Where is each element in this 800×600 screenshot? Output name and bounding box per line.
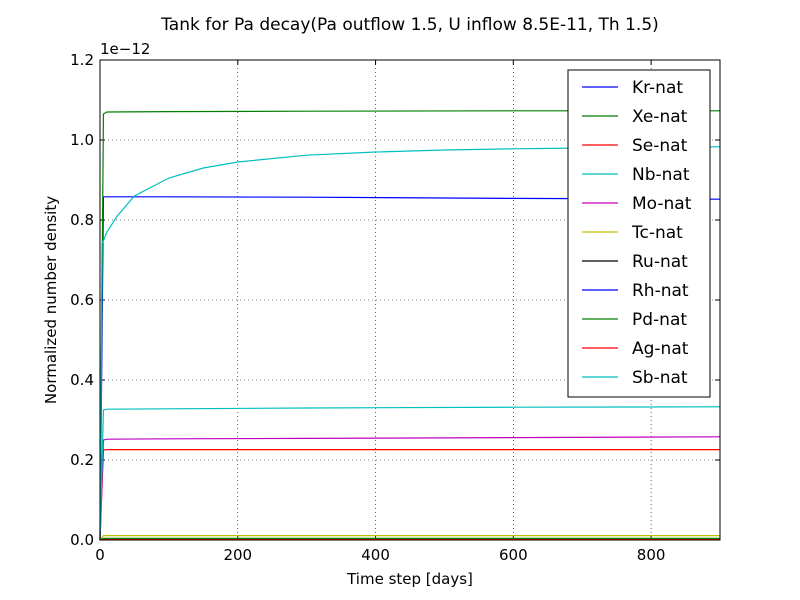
y-tick-label: 0.0 xyxy=(70,531,94,549)
legend-label: Pd-nat xyxy=(632,310,687,330)
legend-label: Ru-nat xyxy=(632,252,688,272)
y-tick-label: 1.2 xyxy=(70,51,94,69)
x-axis-label: Time step [days] xyxy=(346,570,473,588)
series-line-se-nat xyxy=(99,449,720,541)
series-line-mo-nat xyxy=(99,436,721,541)
legend: Kr-nat Xe-nat Se-nat Nb-nat Mo-nat Tc-nat Ru-n… xyxy=(567,69,711,398)
chart-title: Tank for Pa decay(Pa outflow 1.5, U infl… xyxy=(160,15,659,35)
series-line-pd-nat xyxy=(99,537,720,541)
y-tick-label: 0.6 xyxy=(70,291,94,309)
plot-frame xyxy=(99,59,721,541)
legend-label: Nb-nat xyxy=(632,165,690,185)
legend-label: Kr-nat xyxy=(632,78,683,98)
x-tick-label: 400 xyxy=(361,546,390,564)
legend-label: Xe-nat xyxy=(632,107,688,127)
legend-label: Rh-nat xyxy=(632,281,689,301)
series-line-kr-nat xyxy=(99,196,721,541)
x-tick-label: 800 xyxy=(637,546,666,564)
series-line-tc-nat xyxy=(99,534,720,541)
y-axis-offset-label: 1e−12 xyxy=(100,40,150,58)
legend-label: Mo-nat xyxy=(632,194,692,214)
y-tick-label: 0.4 xyxy=(70,371,94,389)
legend-label: Sb-nat xyxy=(632,368,688,388)
series-line-sb-nat xyxy=(99,406,721,541)
legend-box xyxy=(567,69,711,398)
series-line-nb-nat xyxy=(99,146,721,541)
x-tick-label: 0 xyxy=(95,546,105,564)
legend-label: Se-nat xyxy=(632,136,688,156)
x-tick-label: 200 xyxy=(223,546,252,564)
y-tick-label: 0.8 xyxy=(70,211,94,229)
legend-label: Tc-nat xyxy=(631,223,683,243)
y-tick-label: 0.2 xyxy=(70,451,94,469)
x-tick-label: 600 xyxy=(499,546,528,564)
y-tick-label: 1.0 xyxy=(70,131,94,149)
legend-label: Ag-nat xyxy=(632,339,689,359)
series-line-xe-nat xyxy=(99,110,720,541)
ticks: 0 200 400 600 800 0.0 0.2 0.4 0.6 0.8 1.0 1.2 xyxy=(70,51,720,564)
y-axis-label: Normalized number density xyxy=(42,196,60,404)
